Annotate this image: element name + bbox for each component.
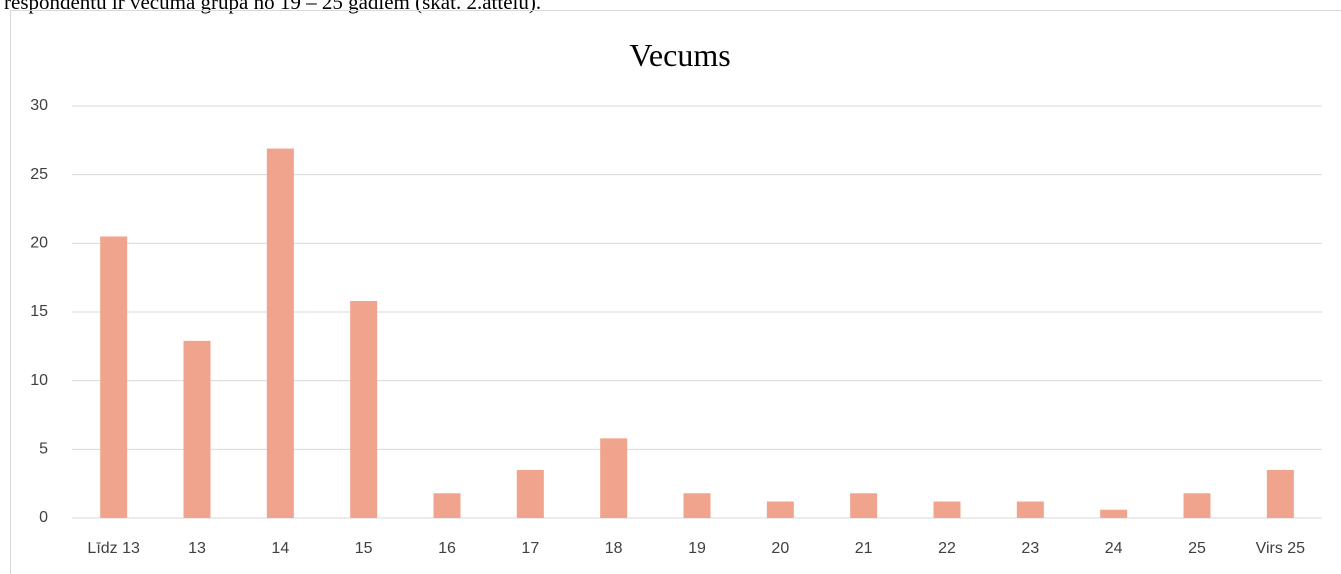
x-tick-label: 25 (1188, 540, 1206, 557)
chart-title: Vecums (629, 37, 730, 73)
x-tick-label: 14 (271, 540, 289, 557)
x-tick-label: 21 (855, 540, 873, 557)
bar (433, 493, 461, 518)
x-tick-label: 18 (605, 540, 623, 557)
x-tick-label: 17 (521, 540, 539, 557)
bar (183, 340, 211, 518)
x-tick-label: 16 (438, 540, 456, 557)
y-tick-label: 15 (30, 303, 48, 320)
x-tick-label: 20 (771, 540, 789, 557)
bar (1266, 469, 1294, 518)
chart-border (10, 10, 1341, 574)
document-text: respondentu ir vecuma grupā no 19 – 25 g… (4, 0, 541, 14)
bar (850, 493, 878, 518)
x-tick-label: Virs 25 (1256, 540, 1306, 557)
bar (600, 438, 628, 518)
y-tick-label: 5 (39, 441, 48, 458)
x-tick-label: Līdz 13 (87, 540, 140, 557)
y-tick-label: 10 (30, 372, 48, 389)
x-tick-label: 13 (188, 540, 206, 557)
bar (516, 469, 544, 518)
bar (1016, 501, 1044, 518)
bar (266, 148, 294, 518)
bar (933, 501, 961, 518)
y-tick-label: 30 (30, 97, 48, 114)
y-tick-label: 20 (30, 235, 48, 252)
y-tick-label: 0 (39, 509, 48, 526)
x-tick-label: 22 (938, 540, 956, 557)
x-tick-label: 23 (1021, 540, 1039, 557)
y-tick-label: 25 (30, 166, 48, 183)
bar (683, 493, 711, 518)
bar (350, 301, 378, 518)
x-tick-label: 24 (1105, 540, 1123, 557)
x-tick-label: 15 (355, 540, 373, 557)
bar (100, 236, 128, 518)
bar (766, 501, 794, 518)
bar (1100, 509, 1128, 518)
bar (1183, 493, 1211, 518)
x-tick-label: 19 (688, 540, 706, 557)
